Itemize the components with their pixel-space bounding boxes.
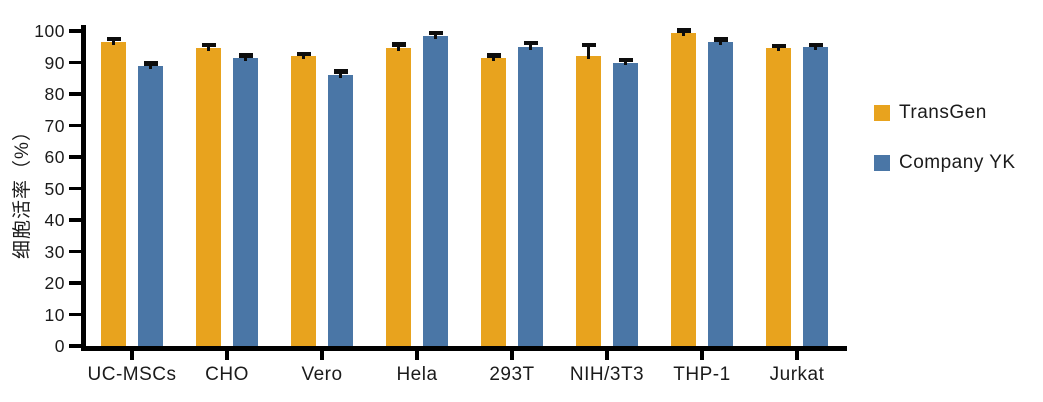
error-bar-stem [624, 59, 627, 66]
legend-label-company-yk: Company YK [899, 152, 1016, 173]
bar-transgen-uc-mscs [101, 42, 126, 346]
y-axis-tick [69, 123, 81, 128]
bar-transgen-cho [196, 48, 221, 346]
bar-transgen-hela [386, 48, 411, 346]
bar-transgen-thp-1 [671, 32, 696, 346]
y-axis-tick [69, 60, 81, 65]
legend-item-transgen: TransGen [874, 102, 987, 123]
x-tick-label: UC-MSCs [87, 364, 177, 385]
legend-swatch-transgen [874, 105, 890, 121]
error-bar-stem [587, 45, 590, 60]
bar-transgen-293t [481, 57, 506, 346]
bar-company-yk-hela [423, 35, 448, 346]
y-axis-tick [69, 344, 81, 348]
error-bar-stem [207, 45, 210, 52]
bar-company-yk-thp-1 [708, 42, 733, 346]
y-axis-tick [69, 281, 81, 285]
y-axis-tick [69, 155, 81, 159]
x-axis-tick [700, 346, 704, 360]
error-bar-stem [434, 33, 437, 39]
error-bar-stem [529, 42, 532, 50]
error-bar-cap [143, 61, 158, 66]
x-axis-tick [510, 346, 514, 360]
error-bar-cap [333, 69, 348, 74]
error-bar-stem [149, 63, 152, 69]
y-axis-tick [69, 186, 81, 191]
error-bar-stem [339, 71, 342, 79]
y-tick-label: 0 [54, 336, 65, 356]
x-tick-label: Jurkat [769, 364, 825, 385]
legend-swatch-company-yk [874, 155, 890, 171]
y-tick-label: 20 [44, 273, 65, 293]
y-axis-line [81, 25, 86, 351]
x-axis-tick [130, 346, 134, 360]
y-tick-label: 10 [44, 304, 65, 325]
y-axis-tick [69, 92, 81, 96]
error-bar-cap [618, 57, 633, 63]
error-bar-cap [771, 43, 786, 48]
error-bar-stem [244, 55, 247, 61]
error-bar-stem [719, 39, 722, 46]
error-bar-stem [682, 30, 685, 36]
x-tick-label: Hela [396, 364, 438, 385]
x-axis-tick [320, 346, 324, 360]
bar-company-yk-cho [233, 57, 258, 346]
error-bar-cap [523, 40, 538, 46]
bar-company-yk-uc-mscs [138, 65, 163, 346]
error-bar-stem [302, 53, 305, 60]
error-bar-cap [428, 31, 443, 36]
error-bar-cap [581, 42, 596, 48]
x-tick-label: 293T [489, 364, 535, 385]
y-tick-label: 40 [44, 210, 65, 230]
bar-company-yk-nih/3t3 [613, 62, 638, 346]
bar-transgen-nih/3t3 [576, 56, 601, 346]
y-tick-label: 80 [44, 84, 65, 104]
y-tick-label: 60 [44, 147, 65, 167]
x-axis-tick [225, 346, 229, 360]
bar-company-yk-293t [518, 46, 543, 346]
x-axis-tick [605, 346, 609, 360]
bar-company-yk-jurkat [803, 46, 828, 346]
error-bar-stem [492, 55, 495, 61]
x-axis-tick [795, 346, 799, 360]
bar-company-yk-vero [328, 75, 353, 346]
x-axis-tick [415, 346, 419, 360]
legend-item-company-yk: Company YK [874, 152, 1016, 173]
x-tick-label: NIH/3T3 [569, 364, 645, 385]
error-bar-stem [777, 45, 780, 52]
bar-transgen-jurkat [766, 48, 791, 346]
error-bar-cap [391, 42, 406, 47]
error-bar-cap [201, 42, 216, 48]
error-bar-stem [112, 38, 115, 46]
error-bar-cap [713, 37, 728, 42]
y-tick-label: 100 [34, 21, 65, 41]
y-tick-label: 90 [44, 52, 65, 73]
error-bar-cap [106, 36, 121, 42]
y-axis-tick [69, 29, 81, 33]
y-axis-tick [69, 312, 81, 317]
error-bar-cap [238, 53, 253, 58]
y-tick-label: 30 [44, 241, 65, 262]
error-bar-cap [486, 53, 501, 58]
x-axis-line [81, 346, 847, 351]
y-axis-tick [69, 249, 81, 254]
error-bar-cap [296, 51, 311, 57]
error-bar-stem [397, 44, 400, 52]
bar-transgen-vero [291, 56, 316, 346]
legend-label-transgen: TransGen [899, 102, 987, 123]
y-tick-label: 70 [44, 115, 65, 136]
y-axis-tick [69, 218, 81, 222]
x-tick-label: Vero [301, 364, 343, 385]
error-bar-cap [808, 42, 823, 48]
error-bar-cap [676, 28, 691, 33]
error-bar-stem [814, 44, 817, 50]
x-tick-label: THP-1 [673, 364, 731, 385]
y-tick-label: 50 [44, 178, 65, 199]
x-tick-label: CHO [205, 364, 249, 385]
